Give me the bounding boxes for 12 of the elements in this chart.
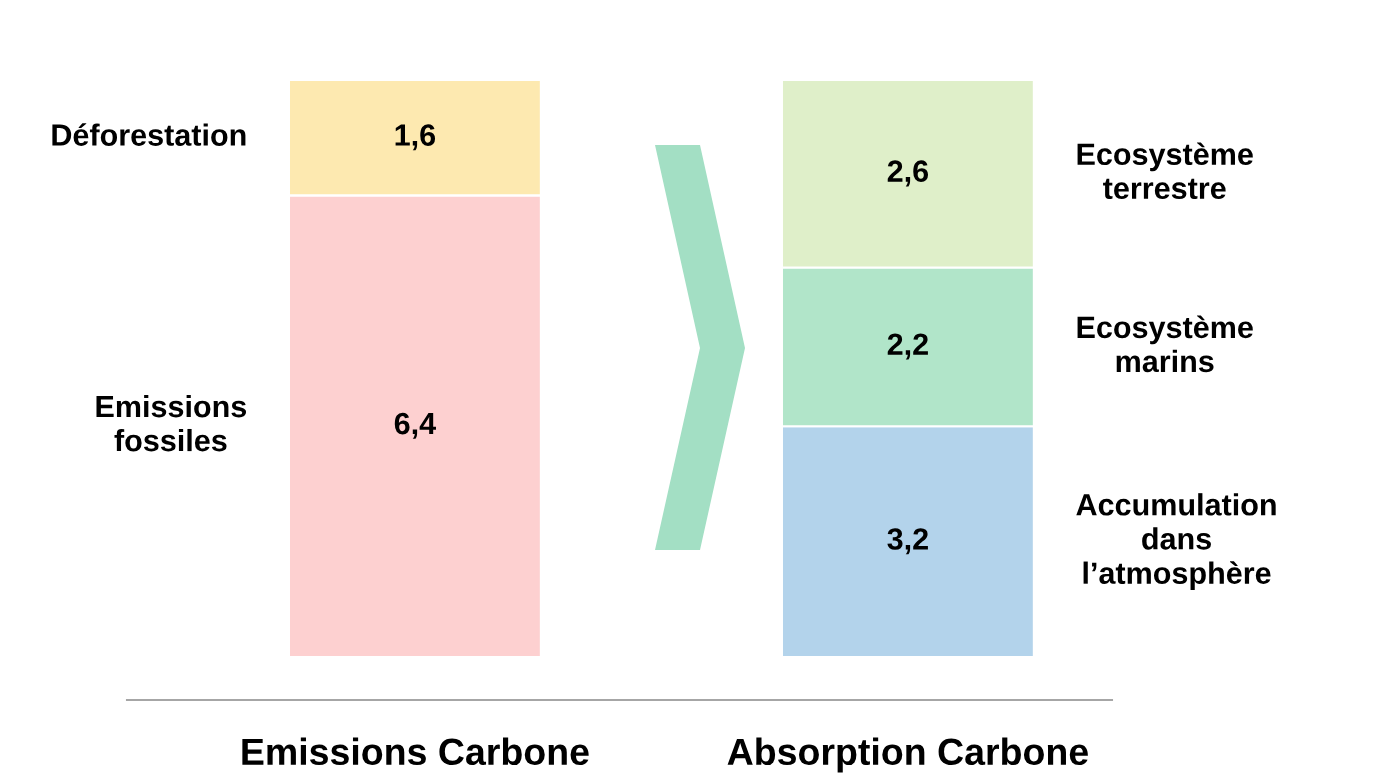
data-label: 2,6: [887, 160, 929, 187]
data-label: 1,6: [395, 124, 436, 151]
series-label: Ecosystème terrestre: [1077, 142, 1253, 200]
series-label: Déforestation: [52, 123, 246, 146]
data-label: 6,4: [394, 412, 436, 439]
x-tick-label: Absorption Carbone: [727, 737, 1088, 773]
series-label: Accumulation dans l’atmosphère: [1076, 493, 1276, 591]
x-tick-label: Emissions Carbone: [242, 737, 589, 766]
data-label: 3,2: [887, 528, 928, 555]
series-label: Emissions fossiles: [96, 394, 247, 452]
data-label: 2,2: [887, 333, 928, 360]
series-label: Ecosystème marins: [1077, 315, 1253, 373]
